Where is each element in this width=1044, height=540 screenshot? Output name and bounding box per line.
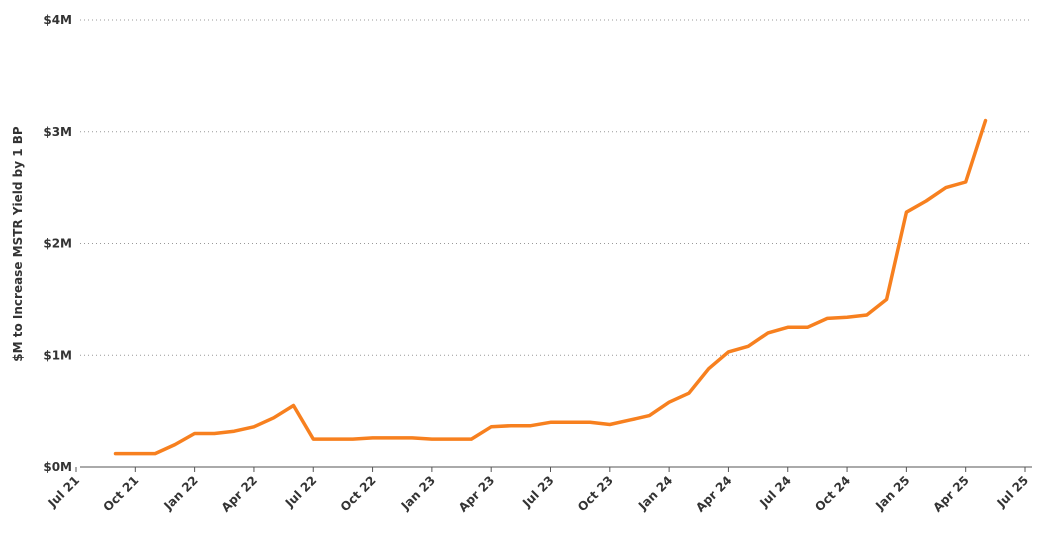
y-tick-label: $0M xyxy=(43,460,72,474)
y-axis-label: $M to Increase MSTR Yield by 1 BP xyxy=(11,126,25,362)
x-tick-label: Apr 24 xyxy=(693,473,734,514)
x-tick-label: Jul 23 xyxy=(519,473,556,510)
x-tick-label: Jul 22 xyxy=(282,473,319,510)
x-tick-label: Jan 25 xyxy=(872,473,912,513)
y-tick-label: $2M xyxy=(43,237,72,251)
x-tick-label: Oct 24 xyxy=(812,473,853,514)
x-tick-label: Oct 22 xyxy=(338,473,379,514)
x-tick-label: Jan 24 xyxy=(635,473,675,513)
y-tick-label: $4M xyxy=(43,13,72,27)
x-tick-label: Jul 25 xyxy=(994,473,1031,510)
x-tick-label: Apr 22 xyxy=(219,473,260,514)
x-tick-label: Jan 23 xyxy=(398,473,438,513)
series-line xyxy=(113,118,988,456)
x-tick-label: Jan 22 xyxy=(160,473,200,513)
x-tick-label: Apr 25 xyxy=(930,473,971,514)
y-tick-label: $3M xyxy=(43,125,72,139)
x-tick-label: Jul 24 xyxy=(756,473,793,510)
y-tick-label: $1M xyxy=(43,348,72,362)
x-tick-label: Oct 23 xyxy=(575,473,616,514)
x-tick-label: Oct 21 xyxy=(100,473,141,514)
x-tick-label: Apr 23 xyxy=(456,473,497,514)
x-tick-label: Jul 21 xyxy=(45,473,82,510)
